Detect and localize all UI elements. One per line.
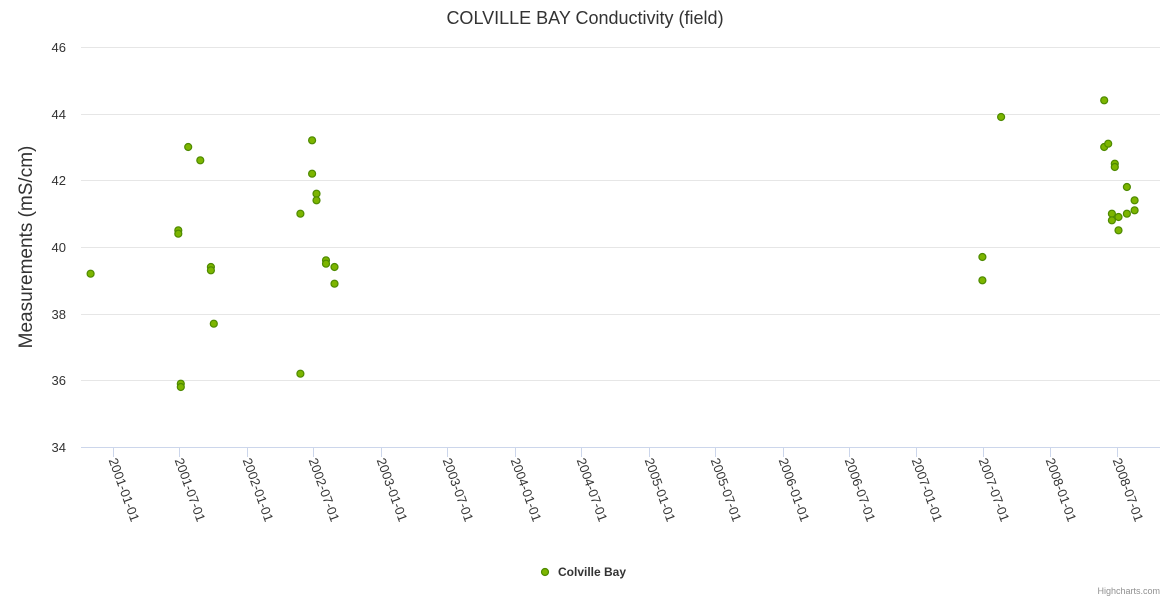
data-point[interactable]	[1114, 226, 1123, 235]
data-point[interactable]	[1130, 206, 1139, 215]
legend-marker-icon	[540, 567, 550, 577]
legend[interactable]: Colville Bay	[540, 565, 627, 579]
x-tick-label: 2005-07-01	[708, 456, 745, 524]
y-tick-label: 36	[52, 373, 66, 388]
x-tick-label: 2003-07-01	[440, 456, 477, 524]
legend-label[interactable]: Colville Bay	[558, 565, 626, 579]
data-point[interactable]	[330, 262, 339, 272]
x-tick-label: 2006-07-01	[842, 456, 879, 524]
data-point[interactable]	[1104, 139, 1113, 148]
data-point[interactable]	[206, 266, 215, 275]
data-point[interactable]	[296, 369, 305, 378]
x-tick-label: 2001-01-01	[106, 456, 143, 524]
y-tick-label: 38	[52, 307, 66, 322]
data-point[interactable]	[330, 279, 339, 288]
y-tick-label: 44	[52, 107, 66, 122]
x-tick-label: 2007-07-01	[976, 456, 1013, 524]
data-point[interactable]	[312, 189, 321, 198]
x-tick-label: 2004-07-01	[574, 456, 611, 524]
data-point[interactable]	[978, 276, 987, 285]
data-point[interactable]	[978, 252, 987, 262]
data-point[interactable]	[308, 136, 317, 145]
data-point[interactable]	[996, 112, 1006, 122]
y-tick-label: 46	[52, 40, 66, 55]
y-axis-ticks: 34 36 38 40 42 44 46	[52, 40, 66, 455]
credits-link[interactable]: Highcharts.com	[1097, 586, 1160, 596]
data-point[interactable]	[1110, 162, 1119, 172]
data-point[interactable]	[312, 196, 321, 205]
y-tick-label: 34	[52, 440, 66, 455]
x-tick-label: 2007-01-01	[909, 456, 946, 524]
x-tick-label: 2002-07-01	[306, 456, 343, 524]
y-tick-label: 40	[52, 240, 66, 255]
data-point[interactable]	[308, 169, 317, 178]
x-tick-label: 2003-01-01	[374, 456, 411, 524]
data-point[interactable]	[321, 259, 331, 268]
data-points	[86, 96, 1139, 392]
data-point[interactable]	[1130, 196, 1139, 205]
x-tick-label: 2005-01-01	[642, 456, 679, 524]
data-point[interactable]	[196, 156, 205, 165]
data-point[interactable]	[1122, 209, 1132, 218]
x-tick-label: 2008-01-01	[1043, 456, 1080, 524]
data-point[interactable]	[209, 319, 218, 328]
data-point[interactable]	[1107, 216, 1117, 225]
data-point[interactable]	[86, 269, 95, 278]
y-gridlines	[81, 47, 1160, 381]
y-tick-label: 42	[52, 173, 66, 188]
chart-title: COLVILLE BAY Conductivity (field)	[446, 8, 723, 28]
data-point[interactable]	[174, 229, 183, 238]
x-tick-label: 2001-07-01	[172, 456, 209, 524]
data-point[interactable]	[1107, 209, 1117, 218]
data-point[interactable]	[1114, 212, 1123, 222]
x-axis-ticks: 2001-01-01 2001-07-01 2002-01-01 2002-07-01…	[106, 447, 1147, 524]
x-tick-label: 2002-01-01	[240, 456, 277, 524]
y-axis-label: Measurements (mS/cm)	[16, 146, 37, 349]
data-point[interactable]	[1122, 182, 1132, 192]
data-point[interactable]	[176, 382, 185, 392]
x-tick-label: 2004-01-01	[508, 456, 545, 524]
data-point[interactable]	[296, 209, 305, 218]
x-tick-label: 2006-01-01	[776, 456, 813, 524]
data-point[interactable]	[1100, 96, 1109, 105]
x-tick-label: 2008-07-01	[1110, 456, 1147, 524]
data-point[interactable]	[184, 142, 193, 152]
